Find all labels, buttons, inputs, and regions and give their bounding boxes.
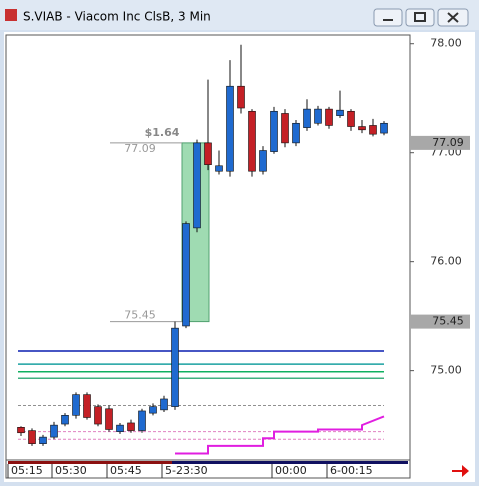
candle-body: [116, 424, 124, 432]
measure-change: $1.64: [145, 126, 180, 139]
icon: [414, 12, 426, 22]
candle-body: [380, 122, 388, 134]
maximize-button[interactable]: [405, 8, 435, 27]
price-marker-label: 77.09: [432, 136, 464, 149]
candle-body: [149, 406, 157, 414]
candle-body: [336, 109, 344, 116]
candle-body: [358, 126, 366, 131]
indicator-line: [175, 415, 385, 455]
candle-body: [61, 415, 69, 425]
price-marker: [410, 135, 470, 150]
candle-body: [160, 398, 168, 411]
candle-body: [72, 394, 80, 416]
candle-body: [314, 108, 322, 124]
candle-body: [39, 436, 47, 444]
x-tick-label: 5-23:30: [165, 464, 208, 477]
candle-body: [50, 424, 58, 438]
candle-body: [127, 422, 135, 431]
candle-body: [204, 142, 212, 165]
candle-body: [281, 113, 289, 144]
minimize-button[interactable]: [373, 8, 403, 27]
candle-body: [138, 410, 146, 431]
x-tick-label: 00:00: [275, 464, 307, 477]
candle-body: [325, 108, 333, 126]
x-tick-label: 05:45: [110, 464, 142, 477]
candle-body: [369, 125, 377, 135]
x-tick-label: 05:30: [55, 464, 87, 477]
candle-body: [17, 427, 25, 434]
window-title: S.VIAB - Viacom Inc ClsB, 3 Min: [23, 10, 211, 24]
y-tick-label: 76.00: [430, 255, 462, 268]
price-marker: [410, 314, 470, 329]
app-icon: [5, 9, 17, 21]
candle-body: [347, 110, 355, 127]
candle-body: [303, 108, 311, 128]
candle-body: [83, 394, 91, 418]
x-tick-label: 6-00:15: [330, 464, 373, 477]
candle-body: [292, 122, 300, 144]
candle-body: [270, 110, 278, 152]
measure-label: 77.09: [124, 142, 156, 155]
candle-body: [215, 165, 223, 172]
candle-body: [171, 327, 179, 407]
icon: [447, 12, 459, 23]
y-tick-label: 75.00: [430, 364, 462, 377]
scroll-arrow[interactable]: [452, 465, 469, 477]
x-tick-label: 05:15: [11, 464, 43, 477]
candle-body: [248, 110, 256, 172]
candle-body: [226, 85, 234, 172]
y-tick-label: 78.00: [430, 37, 462, 50]
candle-body: [259, 150, 267, 172]
candle-body: [28, 430, 36, 444]
candle-body: [237, 85, 245, 109]
candle-body: [94, 406, 102, 425]
measure-label: 75.45: [124, 309, 156, 322]
candle-body: [193, 142, 201, 229]
candle-body: [182, 223, 190, 327]
candle-body: [105, 408, 113, 430]
price-marker-label: 75.45: [432, 315, 464, 328]
session-bar: [8, 461, 172, 464]
session-bar: [172, 461, 408, 464]
